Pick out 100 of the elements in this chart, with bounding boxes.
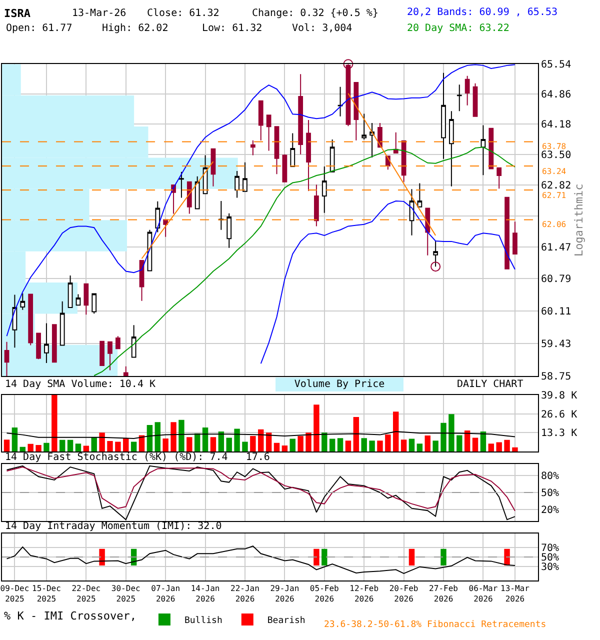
bar [115, 442, 121, 452]
y-tick-label: 64.18 [541, 119, 572, 130]
x-tick-label: 12-Feb 2026 [350, 584, 379, 604]
x-tick-label: 22-Dec 2025 [72, 584, 101, 604]
candlestick [480, 124, 486, 176]
bar [59, 440, 66, 452]
x-tick-label: 22-Jan 2026 [230, 584, 260, 604]
candlestick [258, 100, 264, 141]
candlestick [194, 176, 200, 210]
candlestick [338, 86, 343, 117]
candlestick [44, 322, 49, 364]
bar [424, 436, 430, 452]
text: DAILY CHART [457, 379, 524, 390]
bar [416, 444, 423, 452]
candlestick [92, 293, 97, 314]
bar [361, 438, 367, 452]
candlestick [234, 170, 240, 198]
candlestick [28, 294, 34, 346]
x-tick-label: 15-Dec 2025 [32, 584, 62, 604]
candlestick [504, 196, 510, 270]
y-tick-label: 26.6 K [541, 409, 578, 420]
candlestick [115, 336, 120, 350]
candlestick [330, 139, 335, 172]
text: High: 62.02 [102, 23, 168, 34]
candlestick [52, 324, 57, 363]
bar [369, 440, 375, 452]
bar [170, 422, 176, 452]
candlestick [266, 114, 272, 152]
bar [146, 424, 153, 452]
bar [12, 428, 18, 452]
candlestick [274, 126, 280, 175]
line-series [6, 466, 516, 512]
candlestick [464, 75, 470, 106]
candlestick [393, 132, 398, 154]
bar [210, 437, 216, 452]
candlestick [139, 260, 144, 302]
bar [202, 428, 208, 452]
bar [234, 428, 240, 452]
candlestick [76, 294, 81, 306]
bar [250, 436, 256, 452]
bar [488, 444, 494, 452]
bar [393, 412, 399, 452]
x-tick-label: 05-Feb 2026 [310, 584, 340, 604]
y-tick-label: 50% [541, 488, 560, 499]
y-tick-label: 61.47 [541, 242, 572, 254]
candlestick [409, 188, 414, 236]
bar [83, 446, 90, 452]
y-tick-label: 13.3 K [541, 428, 578, 440]
bar [322, 432, 328, 452]
candlestick [433, 240, 438, 268]
x-tick-label: 20-Feb 2026 [389, 584, 418, 604]
text: 13-Mar-26 [72, 8, 126, 19]
bar [138, 435, 145, 452]
bar [274, 442, 280, 452]
candlestick [290, 132, 296, 167]
text: Close: 61.32 [147, 8, 220, 19]
bar [130, 442, 137, 452]
bar [44, 442, 50, 452]
chart-title: 14 Day Intraday Momentum (IMI): 32.0 [5, 521, 222, 532]
ref-line-label: 62.71 [542, 191, 566, 200]
bar [504, 440, 510, 452]
bar [218, 432, 224, 452]
bar [91, 437, 97, 452]
bar [99, 432, 105, 452]
bar [154, 422, 160, 452]
ref-line-label: 62.06 [542, 220, 566, 229]
y-tick-label: 64.86 [541, 89, 572, 100]
bar [314, 404, 320, 452]
bar [162, 438, 168, 452]
candlestick [12, 294, 18, 348]
text: Vol: 3,004 [292, 23, 352, 34]
y-tick-label: 65.54 [541, 60, 572, 71]
line-series [6, 546, 516, 574]
line-series [94, 146, 516, 376]
bar [448, 414, 454, 452]
y-tick-label: 70% [541, 543, 560, 554]
bar [329, 438, 336, 452]
candlestick [378, 122, 382, 148]
candlestick [456, 84, 462, 112]
bar [440, 422, 446, 452]
bar [464, 430, 470, 452]
bar [28, 444, 34, 452]
candlestick [108, 341, 112, 371]
candlestick [512, 221, 518, 254]
bar [377, 440, 383, 452]
candlestick [322, 166, 327, 214]
bar [290, 438, 296, 452]
x-tick-label: 14-Jan 2026 [190, 584, 220, 604]
candlestick [314, 184, 319, 227]
candlestick [131, 324, 136, 358]
candlestick [123, 366, 128, 376]
bar [226, 438, 232, 452]
bar [282, 445, 288, 452]
bar [385, 434, 391, 452]
candlestick [218, 200, 224, 230]
candlestick [250, 140, 256, 156]
candlestick [179, 171, 184, 198]
bar [512, 447, 518, 452]
bar [123, 438, 129, 452]
text: 20 Day SMA: 63.22 [407, 23, 510, 34]
